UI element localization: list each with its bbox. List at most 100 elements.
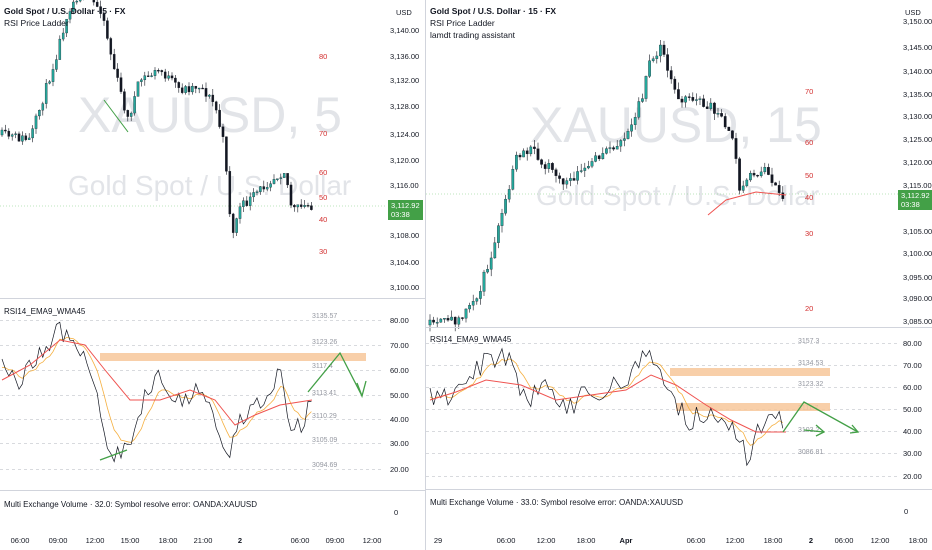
right-time-tick: 12:00	[537, 536, 556, 545]
left-time-tick: 21:00	[194, 536, 213, 545]
right-candle	[450, 316, 453, 321]
right-rsi-zone	[676, 403, 830, 411]
right-candle	[770, 174, 774, 183]
left-projection-arrow	[99, 449, 128, 461]
left-candle	[106, 20, 109, 39]
right-candle	[727, 126, 731, 131]
right-price-value: 3,112.92	[901, 191, 930, 200]
right-candle	[741, 185, 745, 191]
right-candle	[749, 172, 752, 181]
left-candle	[187, 86, 191, 93]
right-candle	[626, 131, 630, 139]
right-price-tick: 3,125.00	[903, 135, 932, 144]
right-candle	[554, 169, 558, 176]
right-candle	[612, 147, 615, 150]
left-rsi-price-label: 3135.57	[312, 313, 337, 320]
left-price-tick: 3,104.00	[390, 258, 419, 267]
right-candle	[558, 175, 561, 179]
right-candle	[504, 198, 507, 214]
right-candle	[590, 161, 594, 167]
left-time-tick: 09:00	[49, 536, 68, 545]
left-candle	[197, 87, 201, 90]
left-rsi-tick: 20.00	[390, 465, 409, 474]
left-time-tick: 09:00	[326, 536, 345, 545]
left-candle	[61, 32, 65, 40]
right-volume-separator	[426, 489, 932, 490]
right-rsi-tick: 50.00	[903, 405, 922, 414]
right-candle	[709, 102, 713, 109]
left-candle	[143, 75, 147, 81]
right-candle	[767, 167, 770, 175]
left-volume-separator	[0, 490, 425, 491]
right-price-tick: 3,150.00	[903, 17, 932, 26]
right-candle	[594, 155, 597, 162]
left-candle	[296, 204, 300, 208]
right-candle	[605, 148, 608, 154]
right-price-tick: 3,135.00	[903, 90, 932, 99]
left-candle	[262, 186, 266, 190]
right-candle	[662, 44, 666, 55]
right-countdown: 03:38	[901, 200, 920, 209]
left-candle	[272, 179, 276, 184]
left-candle	[231, 213, 235, 233]
left-time-tick: 12:00	[86, 536, 105, 545]
left-candle	[242, 200, 245, 207]
left-chart-svg[interactable]: 3,140.00 3,136.00 3,132.00 3,128.00 3,124.00…	[0, 0, 425, 550]
left-candle	[153, 69, 157, 76]
right-candle	[489, 257, 493, 270]
right-rsi-zone	[670, 368, 830, 376]
right-rsi-line	[429, 347, 784, 467]
right-candle	[659, 44, 662, 57]
right-chart-svg[interactable]: 3,150.00 3,145.00 3,140.00 3,135.00 3,130.00…	[426, 0, 932, 550]
right-candle	[428, 319, 432, 326]
left-candle	[286, 173, 289, 186]
right-candle	[461, 317, 464, 319]
right-candle	[547, 163, 551, 169]
left-chart-title: Gold Spot / U.S. Dollar · 5 · FX	[4, 6, 125, 17]
left-candle	[265, 187, 269, 190]
left-ladder-label: 50	[319, 193, 327, 202]
right-candle	[687, 96, 691, 98]
right-candle	[763, 167, 767, 173]
left-candle	[259, 186, 262, 192]
left-rsi-line	[1, 321, 312, 463]
right-candle	[486, 269, 489, 273]
right-price-tick: 3,090.00	[903, 294, 932, 303]
right-rsi-tick: 70.00	[903, 361, 922, 370]
right-candle	[446, 318, 450, 321]
left-rsi-tick: 70.00	[390, 341, 409, 350]
left-rsi-price-label: 3123.26	[312, 339, 337, 346]
left-candle	[177, 82, 181, 88]
right-candle	[731, 130, 734, 139]
left-chart[interactable]: XAUUSD, 5 Gold Spot / U.S. Dollar 3,140.…	[0, 0, 425, 550]
right-price-tick: 3,100.00	[903, 249, 932, 258]
right-projection-arrow	[782, 401, 859, 433]
right-candle	[641, 98, 644, 102]
left-candle	[214, 101, 218, 111]
right-rsi-tick: 20.00	[903, 472, 922, 481]
right-candle	[511, 169, 515, 190]
right-time-tick: 18:00	[909, 536, 928, 545]
right-symbol-title: Gold Spot / U.S. Dollar · 15 · FX	[430, 6, 557, 16]
left-candle	[310, 205, 313, 210]
right-price-tick: 3,105.00	[903, 227, 932, 236]
right-price-tick: 3,085.00	[903, 317, 932, 326]
right-chart[interactable]: XAUUSD, 15 Gold Spot / U.S. Dollar 3,150…	[426, 0, 932, 550]
left-price-tick: 3,128.00	[390, 102, 419, 111]
right-volume-label: Multi Exchange Volume · 33.0: Symbol res…	[430, 498, 683, 507]
left-candle	[109, 38, 113, 55]
right-rsi-wma-line	[429, 374, 786, 433]
left-candle	[102, 13, 106, 21]
right-currency-label: USD	[905, 8, 921, 17]
right-candle	[468, 305, 471, 310]
left-projection-arrow	[307, 351, 363, 397]
left-candle	[112, 54, 116, 70]
right-ladder-label: 60	[805, 138, 813, 147]
right-chart-title: Gold Spot / U.S. Dollar · 15 · FX	[430, 6, 556, 17]
left-candle	[303, 205, 306, 207]
right-projection-arrow	[815, 424, 826, 437]
left-price-tick: 3,108.00	[390, 231, 419, 240]
right-rsi-price-label: 3123.32	[798, 381, 823, 388]
right-candle	[691, 97, 695, 101]
right-time-tick: 18:00	[764, 536, 783, 545]
